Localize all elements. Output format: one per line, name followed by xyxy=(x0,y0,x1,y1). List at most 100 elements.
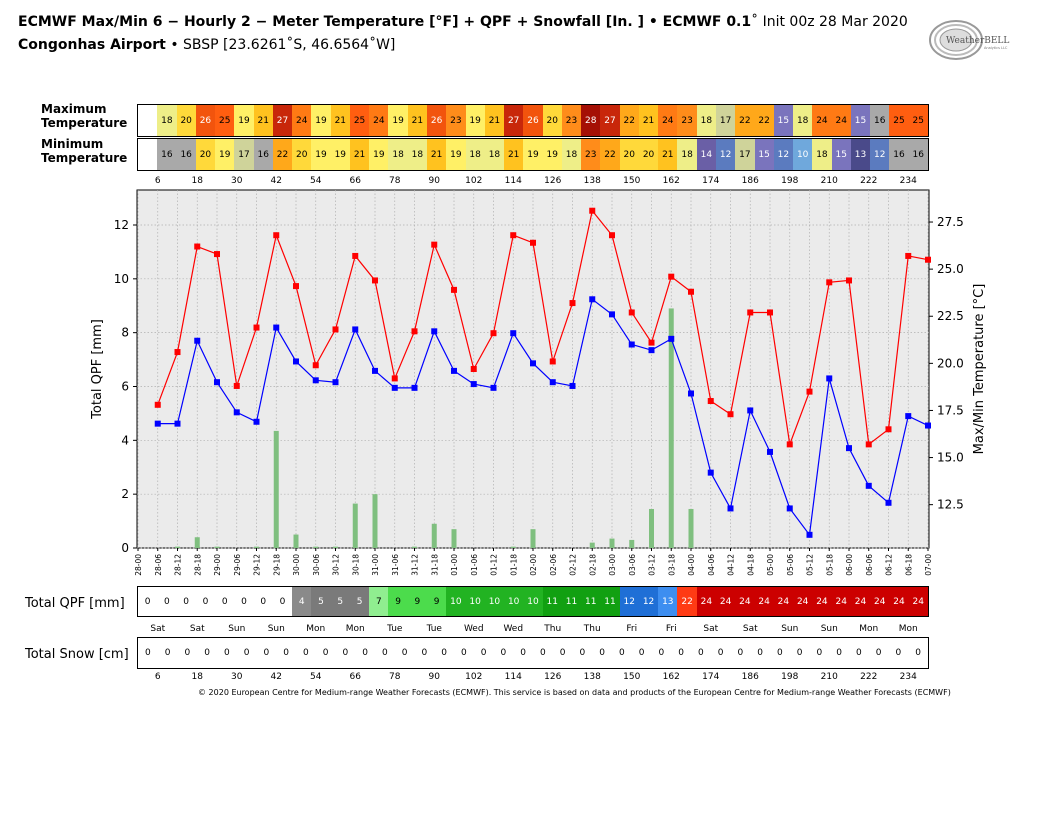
qpf-cell-30: 24 xyxy=(715,587,736,616)
xtick-label-1: 28-06 xyxy=(154,554,163,576)
max-temp-cell-20: 26 xyxy=(523,105,543,136)
max-temp-point-12 xyxy=(372,277,378,284)
hour-tick-bottom-18: 222 xyxy=(860,672,878,682)
min-temp-point-21 xyxy=(549,379,556,386)
xtick-label-12: 31-00 xyxy=(371,554,380,576)
max-temp-cell-26: 21 xyxy=(638,105,659,136)
min-temp-point-26 xyxy=(648,347,655,354)
max-temp-point-5 xyxy=(233,382,240,389)
max-temp-cell-15: 26 xyxy=(426,105,447,136)
max-temp-cell-25: 22 xyxy=(619,105,639,136)
xtick-label-23: 02-18 xyxy=(588,554,597,576)
hour-tick-top-6: 78 xyxy=(389,176,401,186)
qpf-cell-21: 11 xyxy=(542,587,562,616)
min-temp-cell-11: 21 xyxy=(349,139,370,170)
snow-cell-33: 0 xyxy=(789,638,810,668)
qpf-cell-36: 24 xyxy=(831,587,851,616)
min-temp-cell-20: 19 xyxy=(523,139,543,170)
min-temp-cell-17: 18 xyxy=(465,139,485,170)
min-temp-point-39 xyxy=(905,413,912,420)
min-temp-point-15 xyxy=(431,328,438,335)
min-temp-cell-37: 13 xyxy=(850,139,871,170)
xtick-label-6: 29-12 xyxy=(253,554,262,576)
max-temp-cell-6: 21 xyxy=(253,105,273,136)
hour-tick-top-16: 198 xyxy=(781,176,799,186)
max-temp-point-1 xyxy=(154,401,161,408)
max-temp-cell-0 xyxy=(138,105,158,136)
hour-tick-bottom-1: 18 xyxy=(191,672,203,682)
qpf-cell-22: 11 xyxy=(561,587,582,616)
qpf-bar-6 xyxy=(254,546,259,548)
qpf-cell-12: 7 xyxy=(369,587,389,616)
snow-cell-4: 0 xyxy=(217,638,237,668)
min-temp-point-38 xyxy=(885,499,892,506)
day-label-1: Sat xyxy=(189,624,205,634)
min-temp-point-34 xyxy=(806,531,813,538)
max-temp-cell-12: 24 xyxy=(369,105,389,136)
min-temp-cell-29: 14 xyxy=(696,139,716,170)
qpf-bar-20 xyxy=(530,529,536,548)
ytick-label-right-4: 22.5 xyxy=(937,309,964,323)
max-temp-cell-16: 23 xyxy=(446,105,466,136)
xtick-label-13: 31-06 xyxy=(391,554,400,576)
min-temp-point-4 xyxy=(214,379,220,386)
max-temp-cell-33: 15 xyxy=(773,105,794,136)
xtick-label-7: 29-18 xyxy=(272,554,281,576)
max-temp-cell-31: 22 xyxy=(735,105,755,136)
min-temp-point-18 xyxy=(490,384,497,391)
min-temp-point-17 xyxy=(470,381,477,388)
max-temp-cell-34: 18 xyxy=(793,105,813,136)
ytick-label-left-3: 6 xyxy=(121,379,129,393)
xtick-label-2: 28-12 xyxy=(174,554,183,576)
day-label-3: Sun xyxy=(267,624,285,634)
max-temp-line xyxy=(157,209,929,447)
qpf-cell-28: 22 xyxy=(677,587,697,616)
min-temp-point-31 xyxy=(747,407,754,414)
hour-tick-top-12: 150 xyxy=(623,176,641,186)
max-temp-point-31 xyxy=(747,309,754,316)
qpf-bar-10 xyxy=(333,546,338,548)
xtick-label-40: 07-00 xyxy=(924,554,933,576)
snow-cell-1: 0 xyxy=(157,638,178,668)
qpf-cell-27: 13 xyxy=(658,587,678,616)
snow-cell-0: 0 xyxy=(138,638,158,668)
xtick-label-5: 29-06 xyxy=(233,554,242,576)
ytick-label-right-6: 27.5 xyxy=(937,215,964,229)
qpf-cell-32: 24 xyxy=(754,587,774,616)
snow-cell-25: 0 xyxy=(631,638,652,668)
xtick-label-35: 05-18 xyxy=(825,554,834,576)
min-temp-cell-5: 17 xyxy=(234,139,254,170)
min-temp-cell-13: 18 xyxy=(388,139,408,170)
qpf-cell-37: 24 xyxy=(850,587,871,616)
qpf-bar-16 xyxy=(451,529,457,548)
snow-cell-30: 0 xyxy=(730,638,751,668)
qpf-cell-39: 24 xyxy=(889,587,909,616)
min-temp-point-10 xyxy=(332,379,339,386)
hour-tick-bottom-10: 126 xyxy=(544,672,562,682)
qpf-cell-38: 24 xyxy=(870,587,890,616)
min-temp-cell-24: 22 xyxy=(600,139,620,170)
max-temp-point-32 xyxy=(767,309,773,316)
qpf-cell-31: 24 xyxy=(735,587,755,616)
weatherbell-logo: WeatherBELL Analytics LLC xyxy=(929,20,1009,60)
snow-cell-16: 0 xyxy=(454,638,474,668)
hour-tick-bottom-11: 138 xyxy=(583,672,601,682)
snow-cell-32: 0 xyxy=(770,638,790,668)
max-temp-cell-21: 20 xyxy=(542,105,562,136)
max-temp-cell-2: 20 xyxy=(176,105,196,136)
snow-cell-29: 0 xyxy=(710,638,731,668)
xtick-label-18: 01-12 xyxy=(490,554,499,576)
min-temp-point-32 xyxy=(767,448,773,455)
max-temp-point-35 xyxy=(826,279,833,286)
hour-tick-bottom-9: 114 xyxy=(504,672,522,682)
xtick-label-22: 02-12 xyxy=(569,554,578,576)
min-temp-point-14 xyxy=(411,384,418,391)
hour-tick-top-10: 126 xyxy=(544,176,562,186)
hour-tick-bottom-13: 162 xyxy=(662,672,680,682)
xtick-label-24: 03-00 xyxy=(608,554,617,576)
day-label-19: Mon xyxy=(898,624,918,634)
min-temp-cell-39: 16 xyxy=(889,139,909,170)
snow-cell-17: 0 xyxy=(473,638,494,668)
xtick-label-26: 03-12 xyxy=(648,554,657,576)
qpf-bar-26 xyxy=(649,508,654,548)
